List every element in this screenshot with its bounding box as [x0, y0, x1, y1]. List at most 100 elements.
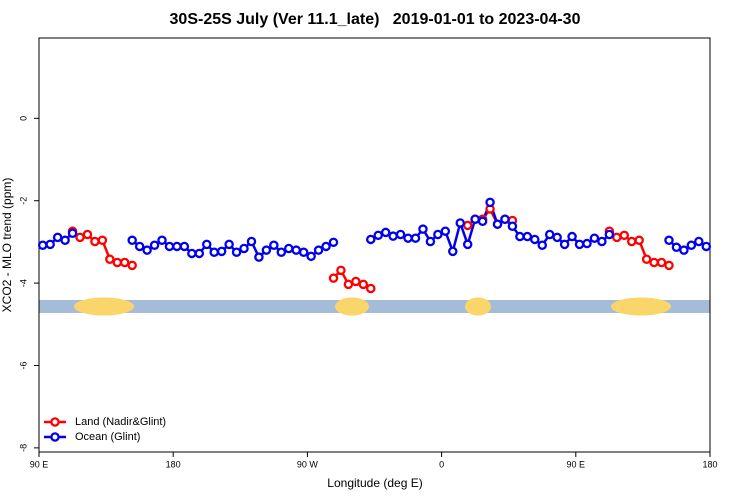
data-point [492, 219, 503, 229]
data-point [634, 235, 644, 246]
x-tick-label: 0 [439, 459, 444, 469]
data-point [97, 235, 108, 246]
data-point [641, 254, 652, 264]
data-point [60, 235, 70, 246]
data-point [537, 240, 548, 250]
data-point [231, 247, 242, 257]
data-point [209, 247, 219, 257]
data-point [410, 233, 421, 243]
data-point [201, 239, 212, 250]
data-point [582, 238, 592, 249]
data-point [179, 241, 190, 252]
data-point [455, 218, 465, 228]
data-point [612, 232, 622, 243]
data-point [380, 227, 391, 238]
data-point [328, 273, 339, 283]
data-point [75, 232, 85, 243]
data-point [37, 240, 48, 250]
data-point [351, 276, 361, 287]
data-point [366, 234, 376, 245]
data-point [239, 243, 249, 254]
data-point [664, 235, 674, 246]
data-point [462, 220, 473, 231]
y-tick-label: -8 [18, 444, 28, 452]
data-point [619, 230, 630, 241]
data-point [246, 236, 257, 247]
y-tick-label: -2 [18, 197, 28, 205]
data-point [574, 239, 585, 250]
x-tick-label: 180 [702, 459, 717, 469]
data-point [276, 247, 287, 257]
data-point [589, 233, 600, 243]
data-point [343, 279, 354, 290]
data-point [470, 214, 480, 225]
data-point [254, 252, 264, 262]
data-point [515, 231, 525, 242]
chart-title: 30S-25S July (Ver 11.1_late) 2019-01-01 … [170, 11, 581, 28]
land-patch [611, 297, 671, 316]
data-point [67, 228, 78, 239]
data-point [105, 254, 115, 264]
data-point [559, 239, 570, 250]
data-point [284, 243, 294, 254]
x-tick-label: 180 [166, 459, 181, 469]
data-point [425, 236, 436, 247]
legend-marker [50, 417, 60, 427]
data-point [626, 236, 637, 247]
data-point [134, 241, 145, 252]
data-point [328, 237, 339, 248]
x-tick-label: 90 E [567, 459, 586, 469]
data-point [119, 257, 130, 268]
data-point [433, 229, 443, 240]
x-axis-label: Longitude (deg E) [327, 476, 422, 490]
y-tick-label: 0 [18, 116, 28, 121]
x-tick-label: 90 E [30, 459, 49, 469]
data-point [321, 241, 331, 252]
data-point [679, 245, 689, 255]
data-point [164, 241, 175, 252]
legend-label: Land (Nadir&Glint) [75, 416, 166, 428]
legend-marker [50, 432, 60, 442]
data-point [157, 235, 167, 246]
data-point [656, 257, 667, 268]
land-patch [74, 297, 134, 316]
data-point [440, 226, 451, 236]
data-point [686, 240, 697, 250]
data-point [567, 231, 577, 242]
x-tick-label: 90 W [297, 459, 319, 469]
data-point [269, 240, 279, 250]
land-patch [335, 297, 369, 316]
data-point [604, 229, 615, 240]
data-point [172, 241, 182, 252]
data-point [298, 247, 309, 257]
data-point [544, 229, 555, 240]
data-point [187, 248, 197, 259]
data-point [313, 245, 324, 255]
data-point [194, 248, 205, 259]
land-mask [39, 297, 710, 316]
data-point [142, 245, 152, 255]
data-point [500, 214, 510, 225]
data-point [224, 239, 234, 250]
data-point [388, 231, 398, 241]
data-point [403, 233, 413, 243]
data-point [82, 229, 93, 240]
data-point [694, 236, 704, 247]
y-tick-label: -6 [18, 361, 28, 369]
data-point [485, 197, 495, 208]
data-point [522, 231, 533, 242]
data-point [216, 246, 227, 257]
y-axis-label: XCO2 - MLO trend (ppm) [0, 178, 14, 313]
data-point [507, 221, 518, 232]
data-point [90, 236, 100, 247]
data-point [671, 242, 682, 253]
data-point [462, 239, 473, 250]
data-point [291, 245, 301, 255]
data-point [306, 251, 316, 262]
data-point [45, 239, 55, 250]
data-point [112, 257, 123, 268]
data-point [261, 245, 272, 255]
data-point [664, 260, 674, 271]
data-point [552, 232, 562, 243]
